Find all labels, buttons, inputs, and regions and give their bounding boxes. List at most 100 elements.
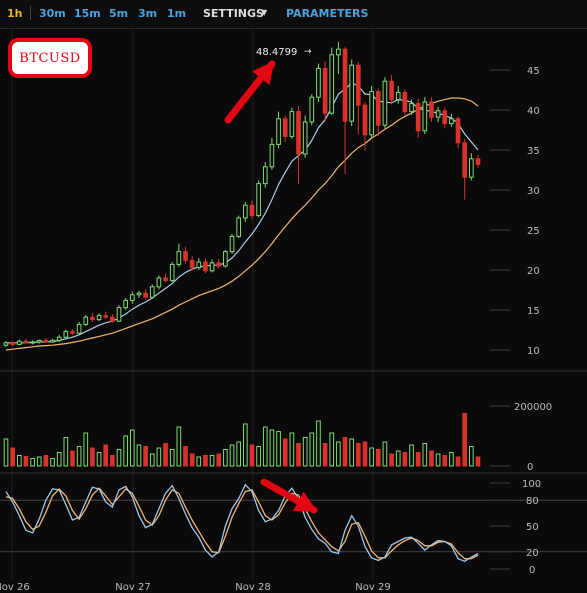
time-tick-label: Nov 29 <box>355 582 390 593</box>
volume-bar <box>329 432 335 467</box>
candlestick-series <box>3 42 481 347</box>
volume-bar <box>276 431 281 467</box>
volume-bar <box>336 441 341 467</box>
volume-bar <box>143 446 148 467</box>
candle-down <box>342 48 348 122</box>
candle-up <box>16 340 22 345</box>
volume-bar <box>76 446 82 467</box>
candle-down <box>249 204 255 217</box>
volume-tick-label: 0 <box>527 462 533 473</box>
candle-up <box>223 251 228 267</box>
volume-bar <box>183 446 188 467</box>
volume-bar <box>129 429 135 467</box>
candle-up <box>349 64 355 122</box>
volume-bar <box>3 438 9 467</box>
volume-bar <box>70 450 75 467</box>
volume-bar <box>30 458 35 467</box>
timeframe-15m[interactable]: 15m <box>74 7 101 20</box>
candle-up <box>36 339 42 343</box>
volume-bar <box>156 447 162 467</box>
candle-up <box>269 143 275 168</box>
volume-bar <box>349 438 355 467</box>
oscillator-tick-label: 100 <box>522 479 541 490</box>
candle-down <box>110 316 115 322</box>
candle-up <box>236 217 242 237</box>
red-arrow-icon <box>260 478 318 514</box>
candle-up <box>309 96 315 123</box>
candle-down <box>462 142 468 178</box>
volume-bar <box>249 444 255 467</box>
timeframe-1h[interactable]: 1h <box>7 7 23 20</box>
volume-bar <box>163 443 168 467</box>
candle-up <box>156 277 162 288</box>
volume-bar <box>196 456 202 467</box>
price-tick-label: 10 <box>527 346 540 357</box>
candle-down <box>10 342 15 345</box>
volume-bar <box>362 441 368 467</box>
candle-up <box>329 54 335 114</box>
symbol-label: BTCUSD <box>19 50 81 66</box>
arrow-head <box>252 60 275 85</box>
candle-up <box>289 111 295 137</box>
oscillator-tick-label: 20 <box>526 548 539 559</box>
volume-bar <box>415 452 421 467</box>
candle-down <box>282 118 288 137</box>
volume-bar <box>395 450 401 467</box>
candle-up <box>169 263 175 281</box>
candle-up <box>196 261 202 269</box>
oscillator-k-line <box>5 483 479 563</box>
timeframe-30m[interactable]: 30m <box>39 7 66 20</box>
time-tick-label: Nov 28 <box>235 582 270 593</box>
volume-bar <box>203 455 208 467</box>
price-chart-canvas[interactable]: Nov 26 Nov 27 Nov 28 Nov 29 10 15 20 25 30 35 40 4… <box>0 28 587 593</box>
volume-bar <box>176 426 182 467</box>
candle-up <box>50 339 55 343</box>
arrow-head <box>292 491 318 512</box>
volume-bar <box>63 437 69 467</box>
timeframe-5m[interactable]: 5m <box>109 7 129 20</box>
candle-down <box>402 91 408 113</box>
candle-up <box>449 118 454 125</box>
volume-bar <box>90 447 95 467</box>
settings-menu-button[interactable]: SETTINGS <box>203 7 264 20</box>
volume-bar <box>462 413 468 467</box>
candle-up <box>209 262 215 272</box>
volume-bar <box>209 455 215 467</box>
time-tick-label: Nov 26 <box>0 582 30 593</box>
candle-down <box>455 118 461 144</box>
candle-up <box>76 323 82 334</box>
volume-bar <box>50 458 55 467</box>
price-tick-label: 20 <box>527 266 540 277</box>
candle-down <box>429 101 434 118</box>
candle-up <box>63 331 69 338</box>
candle-up <box>422 101 428 132</box>
volume-bar <box>402 452 408 467</box>
candle-up <box>96 315 102 321</box>
candle-down <box>362 104 368 136</box>
volume-bar <box>429 450 434 467</box>
volume-bar <box>242 423 248 467</box>
peak-marker: 48.4799 → <box>256 47 312 58</box>
volume-bar <box>469 446 474 467</box>
volume-axis: 0 200000 <box>490 402 552 473</box>
volume-bar <box>36 456 42 467</box>
volume-bar <box>136 444 142 467</box>
volume-bar <box>110 455 115 467</box>
peak-price-label: 48.4799 <box>256 47 297 58</box>
red-arrow-icon <box>224 60 276 124</box>
timeframe-1m[interactable]: 1m <box>167 7 187 20</box>
volume-bar <box>389 453 394 467</box>
candle-up <box>56 336 62 341</box>
volume-bar <box>422 443 428 467</box>
volume-bar <box>256 446 261 467</box>
parameters-button[interactable]: PARAMETERS <box>286 7 369 20</box>
chevron-down-icon[interactable]: ▼ <box>261 8 268 17</box>
candle-up <box>262 166 268 185</box>
oscillator-d-line <box>5 487 479 560</box>
price-grid <box>490 69 510 351</box>
volume-bar <box>409 444 414 467</box>
candle-up <box>435 110 441 118</box>
timeframe-3m[interactable]: 3m <box>138 7 158 20</box>
volume-bar <box>189 453 195 467</box>
candle-up <box>242 204 248 219</box>
